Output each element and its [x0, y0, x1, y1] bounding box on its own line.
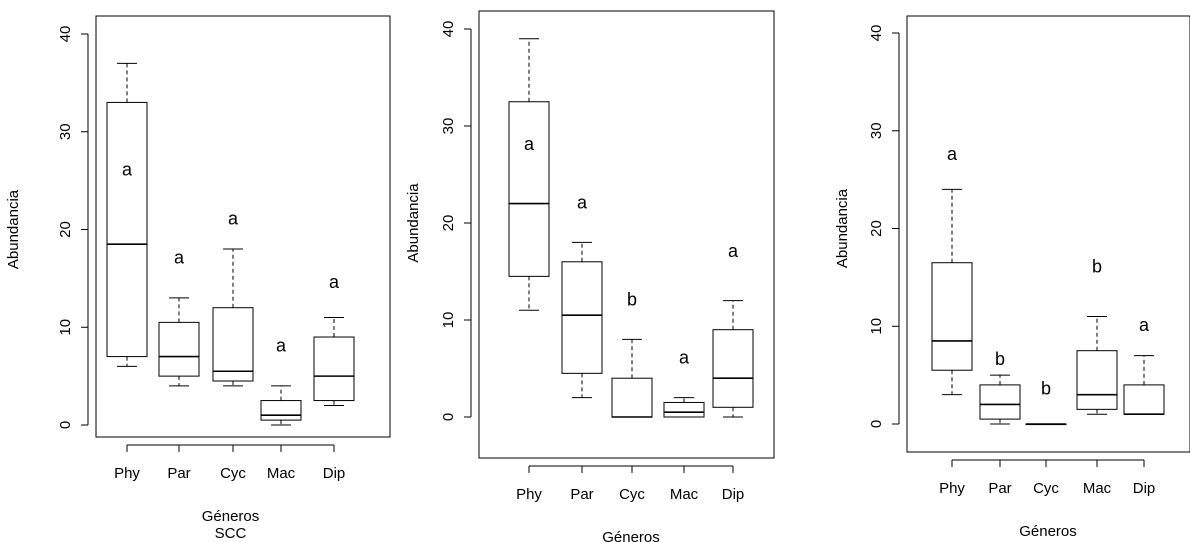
y-tick-label: 0 [440, 413, 457, 421]
box-par [158, 321, 200, 377]
y-axis-title: Abundancia [405, 183, 422, 263]
significance-letter: a [679, 348, 690, 368]
y-tick-label: 20 [57, 221, 74, 238]
box-dip [1123, 384, 1165, 415]
panel-src: 0 10 20 30 40 Phy Par Cyc Mac Dip a b b b a Abundancia G… [834, 15, 1190, 542]
panel-sfo: 0 10 20 30 40 Phy Par Cyc Mac Dip a a b a a Abundancia G… [405, 10, 775, 542]
y-tick-label: 10 [440, 312, 457, 329]
significance-letter: a [947, 144, 958, 164]
x-tick-label-par: Par [988, 480, 1011, 497]
x-tick-label-phy: Phy [114, 465, 140, 482]
significance-letter: a [329, 272, 340, 292]
box-mac [1076, 350, 1118, 410]
site-label: SRC [1032, 540, 1064, 542]
significance-letter: a [276, 336, 287, 356]
significance-letter: a [1139, 315, 1150, 335]
y-axis-title: Abundancia [834, 188, 851, 268]
box-cyc [212, 307, 254, 382]
box-mac [663, 401, 705, 418]
x-tick-label-cyc: Cyc [1033, 480, 1059, 497]
x-tick-label-cyc: Cyc [220, 465, 246, 482]
significance-letter: a [577, 192, 588, 212]
y-tick-label: 40 [440, 21, 457, 38]
box-dip [313, 336, 355, 402]
box-cyc [611, 377, 653, 418]
y-tick-label: 30 [57, 123, 74, 140]
y-tick-label: 30 [440, 118, 457, 135]
significance-letter: a [228, 208, 239, 228]
y-tick-label: 20 [440, 215, 457, 232]
x-axis-title: Géneros [1019, 523, 1077, 540]
x-tick-label-dip: Dip [1133, 480, 1156, 497]
y-tick-label: 0 [57, 421, 74, 429]
significance-letter: a [174, 248, 185, 268]
site-label: SCC [215, 525, 247, 542]
y-tick-label: 30 [868, 122, 885, 139]
x-tick-label-mac: Mac [1083, 480, 1112, 497]
y-tick-label: 10 [57, 319, 74, 336]
plot-frame [478, 10, 775, 459]
box-phy [508, 101, 550, 277]
significance-letter: a [524, 134, 535, 154]
box-phy [931, 262, 973, 371]
x-axis-title: Géneros [202, 508, 260, 525]
panel-scc: 0 10 20 30 40 Phy Par Cyc Mac Dip a a a a a Abundancia G… [5, 15, 391, 542]
box-par [561, 261, 603, 374]
x-tick-label-cyc: Cyc [619, 486, 645, 503]
significance-letter: b [1041, 379, 1051, 399]
y-tick-label: 40 [868, 25, 885, 42]
box-phy [106, 101, 148, 358]
significance-letter: a [728, 241, 739, 261]
x-tick-label-par: Par [570, 486, 593, 503]
x-tick-label-mac: Mac [670, 486, 699, 503]
plot-frame [906, 15, 1190, 453]
x-tick-label-phy: Phy [939, 480, 965, 497]
box-dip [712, 329, 754, 408]
x-tick-label-phy: Phy [516, 486, 542, 503]
box-mac [260, 400, 302, 421]
plot-frame [95, 15, 391, 438]
significance-letter: b [995, 349, 1005, 369]
x-tick-label-dip: Dip [722, 486, 745, 503]
y-axis-title: Abundancia [5, 189, 22, 269]
x-axis-title: Géneros [602, 529, 660, 542]
y-tick-label: 0 [868, 420, 885, 428]
significance-letter: b [1092, 256, 1102, 276]
box-par [979, 384, 1021, 420]
significance-letter: b [627, 289, 637, 309]
significance-letter: a [122, 160, 133, 180]
x-tick-label-par: Par [167, 465, 190, 482]
x-tick-label-mac: Mac [267, 465, 296, 482]
y-tick-label: 20 [868, 220, 885, 237]
y-tick-label: 10 [868, 318, 885, 335]
x-tick-label-dip: Dip [323, 465, 346, 482]
y-tick-label: 40 [57, 26, 74, 43]
